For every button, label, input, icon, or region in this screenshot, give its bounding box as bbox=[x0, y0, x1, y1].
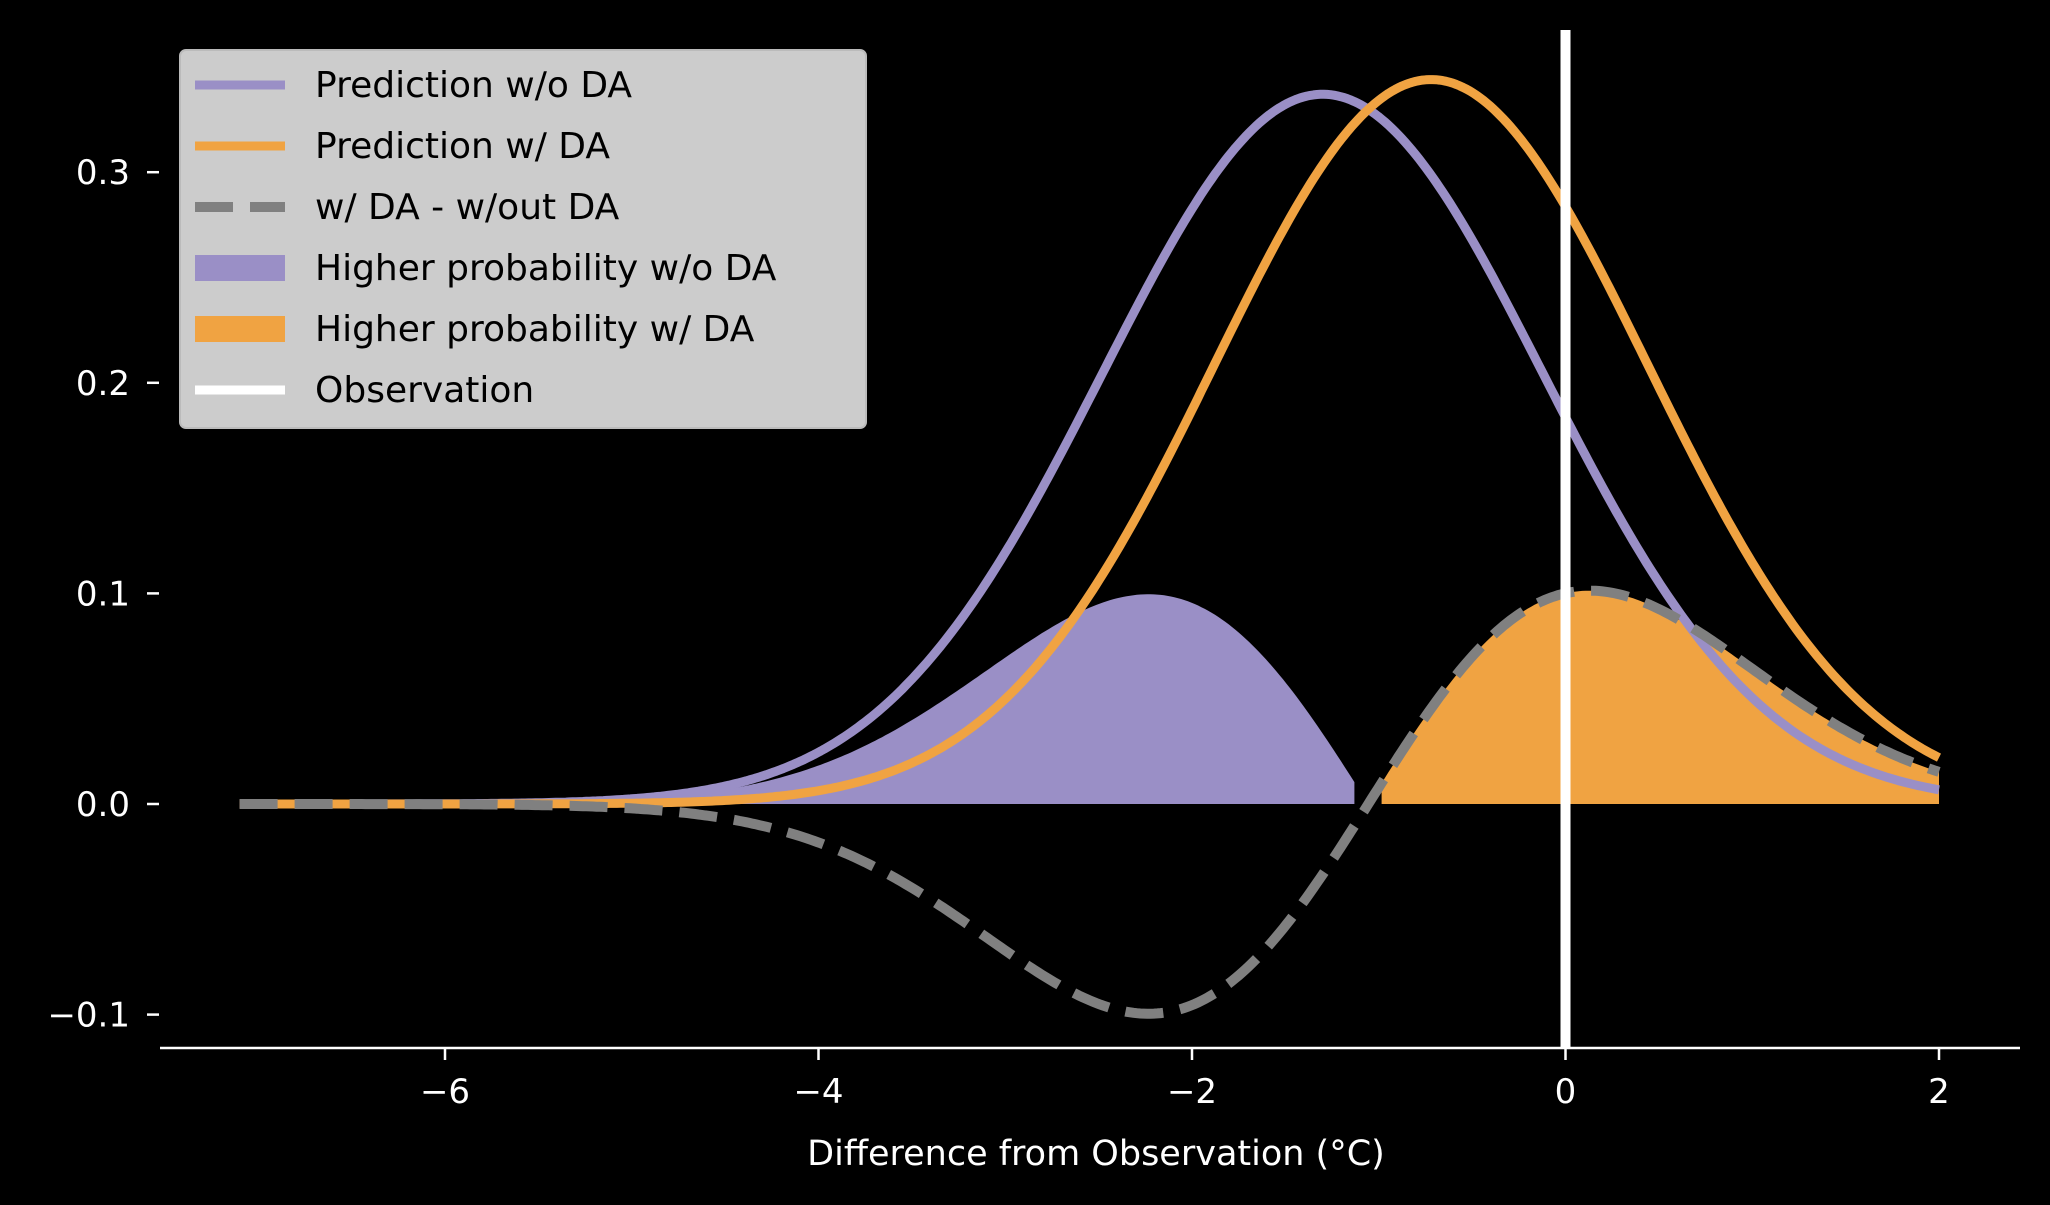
fill-higher-prob-without-da bbox=[239, 594, 1355, 804]
series-lines bbox=[238, 30, 1942, 1048]
y-tick-label: 0.0 bbox=[76, 785, 130, 825]
fill-higher-prob-with-da bbox=[1381, 590, 1939, 804]
series-line-difference bbox=[239, 585, 1941, 1019]
y-tick-label: 0.3 bbox=[76, 153, 130, 193]
legend: Prediction w/o DA Prediction w/ DA w/ DA -… bbox=[179, 49, 867, 429]
x-axis-label: Difference from Observation (°C) bbox=[807, 1134, 1385, 1174]
y-tick-label: 0.1 bbox=[76, 574, 130, 614]
x-tick-label: 0 bbox=[1555, 1072, 1577, 1112]
legend-label: Higher probability w/ DA bbox=[315, 309, 755, 350]
legend-label: Observation bbox=[315, 370, 534, 411]
legend-label: w/ DA - w/out DA bbox=[315, 187, 620, 228]
legend-swatch bbox=[195, 316, 285, 342]
legend-box bbox=[179, 49, 867, 429]
x-tick-label: −6 bbox=[420, 1072, 470, 1112]
x-tick-label: −2 bbox=[1167, 1072, 1217, 1112]
axes: −6 −4 −2 0 2 −0.1 0.0 0.1 0.2 0.3 bbox=[47, 153, 2020, 1112]
x-tick-label: −4 bbox=[793, 1072, 843, 1112]
legend-label: Higher probability w/o DA bbox=[315, 248, 777, 289]
y-tick-label: −0.1 bbox=[47, 996, 130, 1036]
legend-label: Prediction w/ DA bbox=[315, 126, 610, 167]
legend-label: Prediction w/o DA bbox=[315, 65, 632, 106]
x-tick-label: 2 bbox=[1928, 1072, 1950, 1112]
legend-swatch bbox=[195, 255, 285, 281]
fill-regions bbox=[239, 590, 1939, 804]
y-tick-label: 0.2 bbox=[76, 364, 130, 404]
